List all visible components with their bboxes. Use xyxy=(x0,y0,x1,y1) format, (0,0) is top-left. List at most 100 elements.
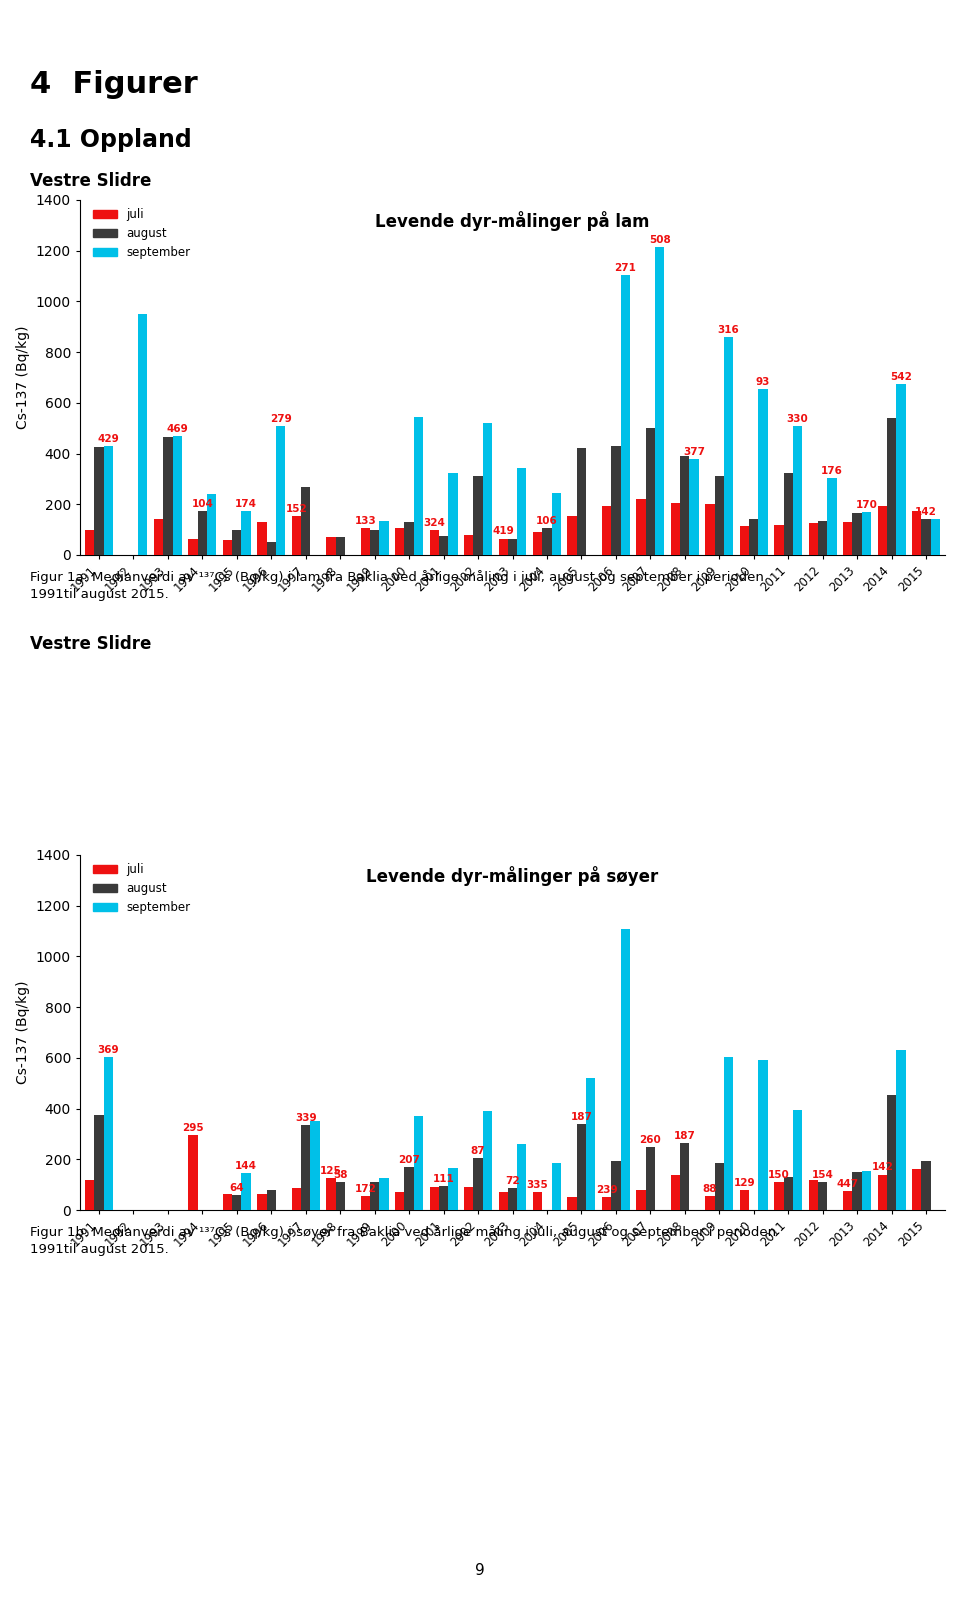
Text: 154: 154 xyxy=(812,1170,833,1180)
Bar xyxy=(448,473,458,555)
Bar xyxy=(198,510,207,555)
Bar xyxy=(818,520,828,555)
Text: 87: 87 xyxy=(470,1146,486,1156)
Bar xyxy=(336,1183,345,1210)
Bar xyxy=(188,539,198,555)
Bar xyxy=(877,506,887,555)
Text: 187: 187 xyxy=(674,1132,696,1141)
Text: 133: 133 xyxy=(354,517,376,526)
Bar xyxy=(361,528,370,555)
Bar xyxy=(396,1193,404,1210)
Text: 64: 64 xyxy=(229,1183,244,1193)
Text: Figur 1b. Medianverdi av ¹³⁷Cs (Bq/kg) i søyer fra Baklia ved årlige måling i ju: Figur 1b. Medianverdi av ¹³⁷Cs (Bq/kg) i… xyxy=(30,1225,776,1239)
Text: 4.1 Oppland: 4.1 Oppland xyxy=(30,128,192,152)
Bar xyxy=(430,1188,439,1210)
Text: 339: 339 xyxy=(295,1112,317,1123)
Bar xyxy=(818,1183,828,1210)
Bar xyxy=(775,1183,783,1210)
Text: 271: 271 xyxy=(614,263,636,273)
Bar xyxy=(232,530,242,555)
Bar xyxy=(646,429,655,555)
Bar xyxy=(542,528,552,555)
Bar xyxy=(706,1196,714,1210)
Text: 330: 330 xyxy=(786,414,808,424)
Text: 125: 125 xyxy=(320,1167,342,1176)
Bar xyxy=(439,536,448,555)
Bar xyxy=(783,472,793,555)
Text: 187: 187 xyxy=(570,1112,592,1122)
Bar xyxy=(912,1170,922,1210)
Text: 144: 144 xyxy=(235,1162,257,1172)
Bar xyxy=(267,542,276,555)
Bar xyxy=(188,1135,198,1210)
Text: 508: 508 xyxy=(649,234,670,246)
Bar xyxy=(912,510,922,555)
Bar xyxy=(473,1159,483,1210)
Text: 369: 369 xyxy=(98,1045,119,1054)
Bar xyxy=(758,388,768,555)
Text: 447: 447 xyxy=(837,1180,859,1189)
Bar xyxy=(404,522,414,555)
Bar xyxy=(85,1180,94,1210)
Bar xyxy=(483,424,492,555)
Text: 542: 542 xyxy=(890,372,912,382)
Text: 111: 111 xyxy=(433,1173,454,1184)
Bar xyxy=(430,530,439,555)
Bar xyxy=(775,525,783,555)
Bar xyxy=(636,499,646,555)
Bar xyxy=(336,538,345,555)
Text: Figur 1a. Medianverdi av ¹³⁷Cs (Bq/kg) i lam fra Baklia ved årlige måling i juli: Figur 1a. Medianverdi av ¹³⁷Cs (Bq/kg) i… xyxy=(30,570,764,584)
Bar xyxy=(414,1115,423,1210)
Y-axis label: Cs-137 (Bq/kg): Cs-137 (Bq/kg) xyxy=(16,326,31,429)
Text: 150: 150 xyxy=(768,1170,790,1180)
Bar xyxy=(930,518,940,555)
Bar xyxy=(94,1115,104,1210)
Bar xyxy=(783,1176,793,1210)
Text: 239: 239 xyxy=(596,1186,617,1196)
Bar xyxy=(552,1164,561,1210)
Bar xyxy=(379,1178,389,1210)
Bar xyxy=(740,1189,749,1210)
Bar xyxy=(223,1194,232,1210)
Text: 72: 72 xyxy=(505,1176,519,1186)
Bar xyxy=(414,417,423,555)
Bar xyxy=(749,520,758,555)
Bar xyxy=(85,530,94,555)
Bar xyxy=(714,477,724,555)
Bar xyxy=(740,526,749,555)
Bar xyxy=(138,315,148,555)
Bar xyxy=(808,523,818,555)
Bar xyxy=(267,1189,276,1210)
Text: 176: 176 xyxy=(821,465,843,475)
Bar xyxy=(680,1143,689,1210)
Bar xyxy=(533,1193,542,1210)
Bar xyxy=(464,1188,473,1210)
Text: 335: 335 xyxy=(527,1180,548,1189)
Bar xyxy=(508,1188,517,1210)
Bar xyxy=(612,446,620,555)
Bar xyxy=(680,456,689,555)
Bar xyxy=(396,528,404,555)
Bar xyxy=(439,1186,448,1210)
Bar xyxy=(517,1144,526,1210)
Text: 419: 419 xyxy=(492,526,514,536)
Text: 429: 429 xyxy=(97,435,119,445)
Text: 88: 88 xyxy=(703,1184,717,1194)
Text: 104: 104 xyxy=(191,499,213,509)
Bar xyxy=(671,502,680,555)
Bar xyxy=(887,417,897,555)
Bar xyxy=(498,539,508,555)
Bar xyxy=(292,1188,301,1210)
Bar xyxy=(370,1183,379,1210)
Text: 377: 377 xyxy=(684,448,705,457)
Bar xyxy=(852,1172,862,1210)
Bar xyxy=(508,539,517,555)
Bar xyxy=(567,515,577,555)
Bar xyxy=(843,1191,852,1210)
Legend: juli, august, september: juli, august, september xyxy=(88,859,195,918)
Text: 106: 106 xyxy=(536,517,558,526)
Bar xyxy=(301,486,310,555)
Bar xyxy=(517,467,526,555)
Bar xyxy=(163,437,173,555)
Bar xyxy=(301,1125,310,1210)
